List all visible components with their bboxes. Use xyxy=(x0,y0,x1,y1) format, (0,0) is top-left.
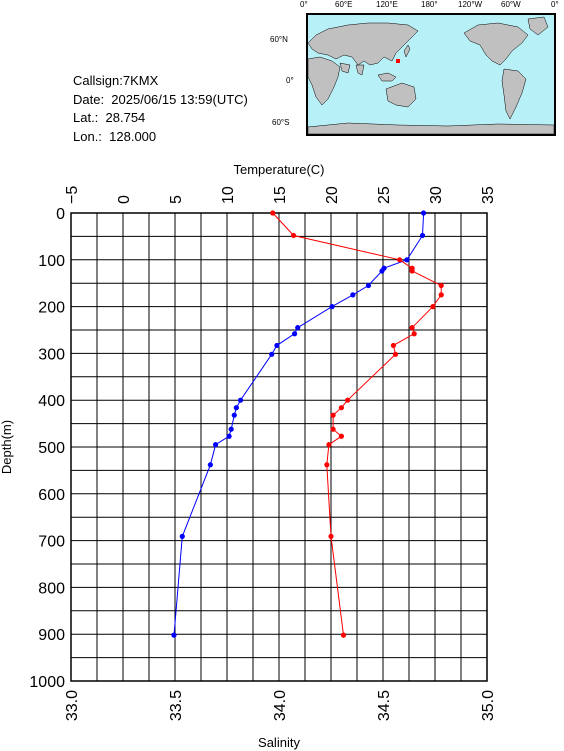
salinity-tick-label: 34.5 xyxy=(376,690,393,721)
salinity-data-point xyxy=(338,433,344,439)
station-info: Callsign:7KMX Date: 2025/06/15 13:59(UTC… xyxy=(73,72,248,146)
chart-series xyxy=(171,210,444,638)
temperature-data-point xyxy=(292,331,298,337)
salinity-data-point xyxy=(328,533,334,539)
depth-tick-label: 100 xyxy=(38,253,65,270)
temperature-data-point xyxy=(207,462,213,468)
temperature-tick-label: 5 xyxy=(168,195,185,204)
salinity-tick-label: 34.0 xyxy=(272,690,289,721)
salinity-data-point xyxy=(330,412,336,418)
salinity-axis-label: Salinity xyxy=(258,735,300,750)
map-lat-label: 60°S xyxy=(272,118,290,127)
depth-tick-label: 200 xyxy=(38,300,65,317)
temperature-data-point xyxy=(233,405,239,411)
temperature-data-point xyxy=(379,268,385,274)
salinity-data-point xyxy=(270,210,276,216)
temperature-data-point xyxy=(404,257,410,263)
temperature-tick-label: 30 xyxy=(428,186,445,204)
depth-tick-label: 500 xyxy=(38,440,65,457)
salinity-data-point xyxy=(438,282,444,289)
chart-ticks: 0 100 200 300 400 500 600 700 800 900 1000 −5 0 5 10 15… xyxy=(29,186,497,721)
temperature-data-point xyxy=(231,412,237,418)
depth-axis-label: Depth(m) xyxy=(0,420,14,474)
temperature-data-point xyxy=(295,325,301,331)
salinity-data-point xyxy=(390,342,396,349)
temperature-tick-label: −5 xyxy=(64,186,81,204)
map-lon-label: 0° xyxy=(551,0,559,9)
salinity-data-point xyxy=(438,292,444,298)
temperature-tick-label: 15 xyxy=(272,186,289,204)
salinity-data-point xyxy=(392,351,399,357)
station-marker-icon xyxy=(396,59,400,63)
temperature-tick-label: 10 xyxy=(220,186,237,204)
salinity-data-point xyxy=(338,405,344,411)
salinity-data-point xyxy=(409,325,415,331)
map-lon-label: 0° xyxy=(300,0,308,9)
map-lat-label: 60°N xyxy=(270,35,288,44)
latitude-text: Lat.: 28.754 xyxy=(73,110,146,125)
salinity-data-point xyxy=(326,442,332,448)
temperature-data-point xyxy=(212,442,219,448)
map-lon-label: 120°W xyxy=(458,0,483,9)
map-lon-label: 60°W xyxy=(501,0,521,9)
temperature-data-point xyxy=(419,232,426,239)
temperature-data-point xyxy=(350,292,356,298)
salinity-data-point xyxy=(409,268,415,274)
salinity-data-point xyxy=(430,304,436,310)
map-lon-label: 120°E xyxy=(376,0,398,9)
temperature-data-point xyxy=(365,282,372,289)
temperature-data-point xyxy=(171,632,177,638)
salinity-data-point xyxy=(340,632,347,638)
salinity-data-point xyxy=(330,426,336,432)
salinity-tick-label: 35.0 xyxy=(480,690,497,721)
depth-tick-label: 300 xyxy=(38,346,65,363)
salinity-data-point xyxy=(324,462,330,468)
salinity-data-point xyxy=(290,232,297,239)
plot-frame xyxy=(70,212,488,682)
temperature-tick-label: 35 xyxy=(480,186,497,204)
salinity-data-point xyxy=(345,397,351,403)
salinity-data-point xyxy=(397,257,403,263)
date-text: Date: 2025/06/15 13:59(UTC) xyxy=(73,91,248,107)
temperature-tick-label: 25 xyxy=(376,186,393,204)
world-map-graphic xyxy=(308,16,554,134)
depth-tick-label: 700 xyxy=(38,534,65,551)
temperature-data-point xyxy=(226,433,232,439)
map-lat-label: 0° xyxy=(286,76,294,85)
salinity-tick-label: 33.5 xyxy=(168,690,185,721)
depth-tick-label: 0 xyxy=(56,206,65,223)
temperature-data-point xyxy=(228,426,234,432)
temperature-data-point xyxy=(269,351,275,357)
longitude-text: Lon.: 128.000 xyxy=(73,128,157,144)
depth-tick-label: 400 xyxy=(38,393,65,410)
salinity-tick-label: 33.0 xyxy=(64,690,81,721)
callsign-text: Callsign:7KMX xyxy=(73,73,159,88)
map-lon-label: 60°E xyxy=(335,0,353,9)
chart-grid xyxy=(70,212,488,682)
temperature-tick-label: 0 xyxy=(116,195,133,204)
temperature-data-point xyxy=(420,210,427,216)
temperature-data-point xyxy=(329,304,335,310)
temperature-data-point xyxy=(274,342,280,349)
depth-tick-label: 600 xyxy=(38,487,65,504)
temperature-axis-label: Temperature(C) xyxy=(233,162,324,177)
depth-tick-label: 1000 xyxy=(29,674,65,691)
map-lon-label: 180° xyxy=(421,0,438,9)
salinity-data-point xyxy=(411,331,417,337)
world-map xyxy=(306,13,556,136)
depth-tick-label: 800 xyxy=(38,580,65,597)
temperature-data-point xyxy=(237,397,244,403)
depth-tick-label: 900 xyxy=(38,627,65,644)
temperature-tick-label: 20 xyxy=(324,186,341,204)
temperature-data-point xyxy=(179,533,185,539)
